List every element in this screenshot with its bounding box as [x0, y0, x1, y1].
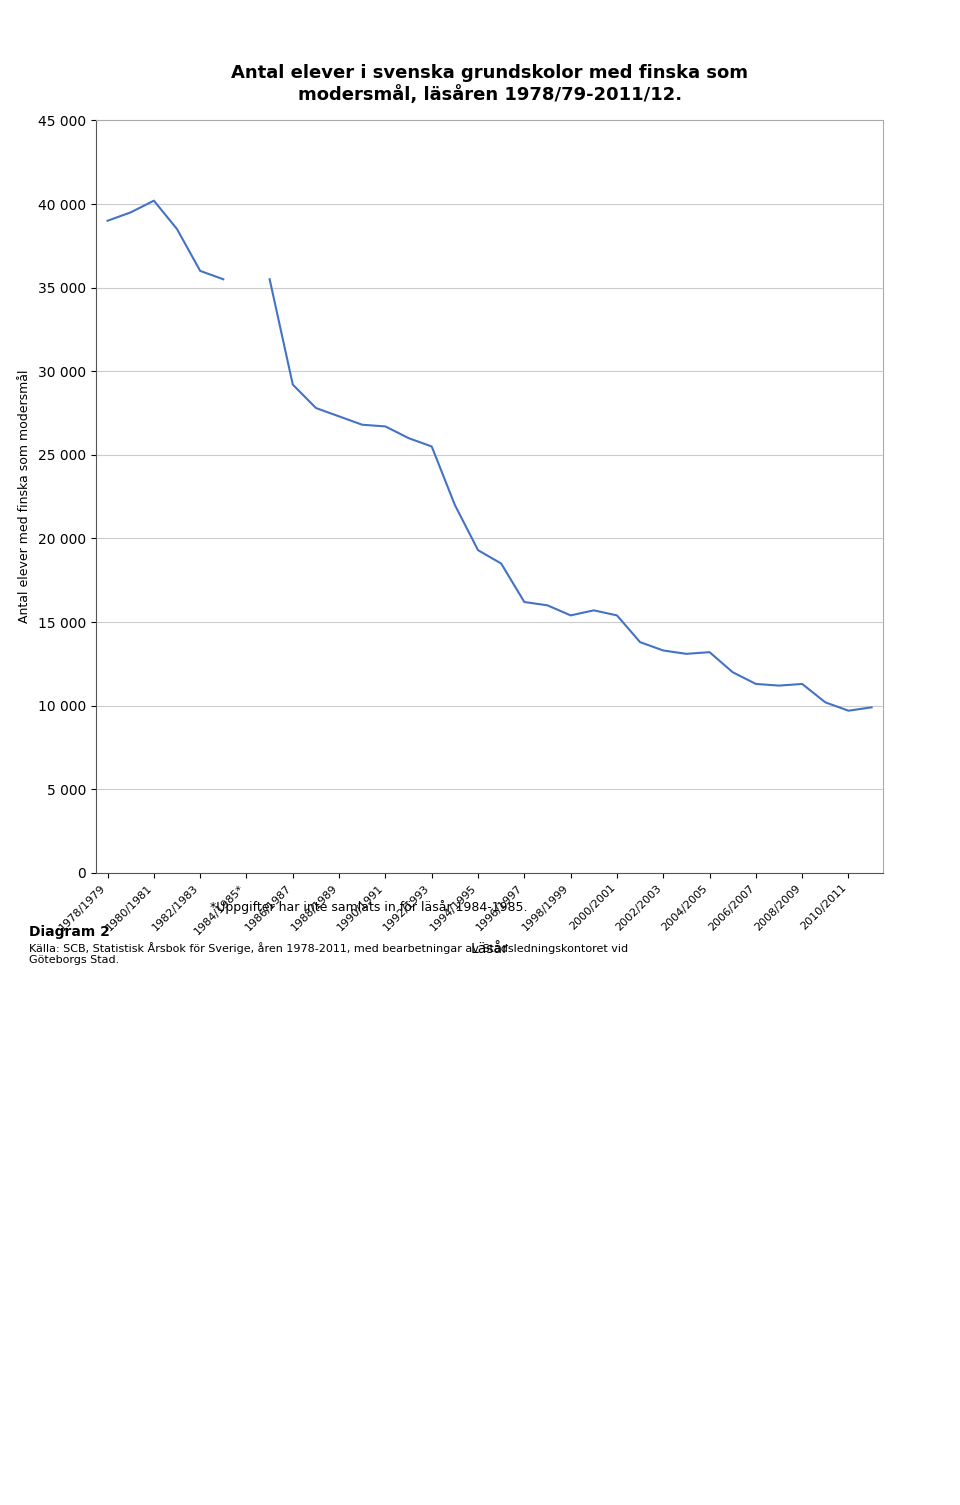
Text: Källa: SCB, Statistisk Årsbok för Sverige, åren 1978-2011, med bearbetningar av : Källa: SCB, Statistisk Årsbok för Sverig… [29, 942, 628, 965]
Text: Diagram 2: Diagram 2 [29, 926, 109, 939]
Title: Antal elever i svenska grundskolor med finska som
modersmål, läsåren 1978/79-201: Antal elever i svenska grundskolor med f… [231, 63, 748, 104]
X-axis label: Läsår: Läsår [470, 942, 509, 956]
Text: *Uppgifter har inte samlats in för läsår 1984-1985.: *Uppgifter har inte samlats in för läsår… [210, 900, 528, 914]
Y-axis label: Antal elever med finska som modersmål: Antal elever med finska som modersmål [18, 370, 31, 623]
